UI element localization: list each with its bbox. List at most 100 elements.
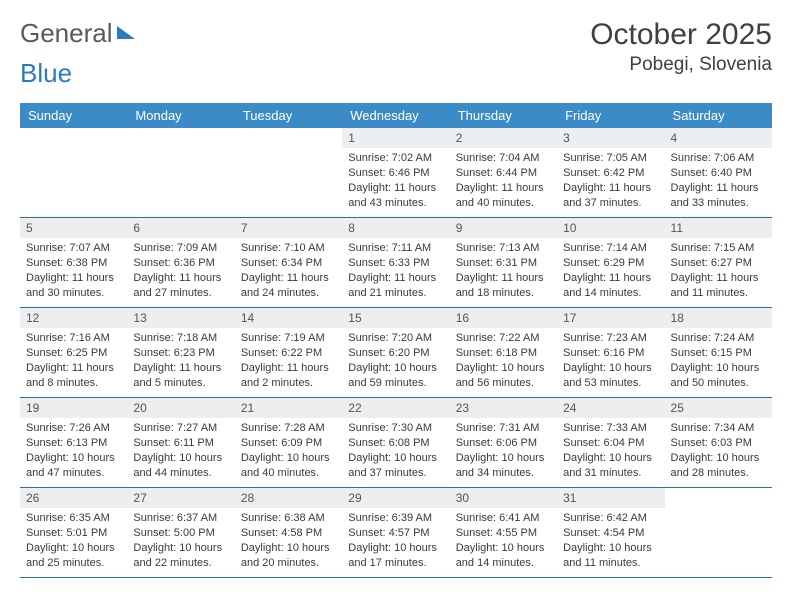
calendar-day-cell: 11Sunrise: 7:15 AMSunset: 6:27 PMDayligh… (665, 218, 772, 308)
day-day1: Daylight: 11 hours (456, 181, 551, 196)
weekday-header: Monday (127, 103, 234, 128)
calendar-day-cell: 23Sunrise: 7:31 AMSunset: 6:06 PMDayligh… (450, 398, 557, 488)
day-day1: Daylight: 11 hours (671, 271, 766, 286)
day-number: 11 (665, 218, 772, 238)
day-details: Sunrise: 7:34 AMSunset: 6:03 PMDaylight:… (665, 418, 772, 485)
calendar-table: Sunday Monday Tuesday Wednesday Thursday… (20, 103, 772, 578)
day-day2: and 28 minutes. (671, 466, 766, 481)
day-sunset: Sunset: 6:25 PM (26, 346, 121, 361)
day-sunrise: Sunrise: 6:38 AM (241, 511, 336, 526)
day-sunset: Sunset: 6:15 PM (671, 346, 766, 361)
calendar-day-cell: 24Sunrise: 7:33 AMSunset: 6:04 PMDayligh… (557, 398, 664, 488)
day-sunrise: Sunrise: 7:28 AM (241, 421, 336, 436)
day-details: Sunrise: 7:13 AMSunset: 6:31 PMDaylight:… (450, 238, 557, 305)
day-number: 25 (665, 398, 772, 418)
day-day2: and 18 minutes. (456, 286, 551, 301)
day-details: Sunrise: 7:07 AMSunset: 6:38 PMDaylight:… (20, 238, 127, 305)
day-day1: Daylight: 11 hours (348, 181, 443, 196)
day-details: Sunrise: 7:33 AMSunset: 6:04 PMDaylight:… (557, 418, 664, 485)
calendar-day-cell: 8Sunrise: 7:11 AMSunset: 6:33 PMDaylight… (342, 218, 449, 308)
logo-word1: General (20, 18, 113, 49)
day-sunset: Sunset: 6:46 PM (348, 166, 443, 181)
day-number: 24 (557, 398, 664, 418)
calendar-week-row: 26Sunrise: 6:35 AMSunset: 5:01 PMDayligh… (20, 488, 772, 578)
day-sunset: Sunset: 4:57 PM (348, 526, 443, 541)
day-sunrise: Sunrise: 7:30 AM (348, 421, 443, 436)
day-day2: and 37 minutes. (348, 466, 443, 481)
day-sunset: Sunset: 6:11 PM (133, 436, 228, 451)
day-day1: Daylight: 10 hours (241, 541, 336, 556)
day-number: 23 (450, 398, 557, 418)
day-day2: and 21 minutes. (348, 286, 443, 301)
day-day1: Daylight: 10 hours (563, 541, 658, 556)
day-day1: Daylight: 11 hours (348, 271, 443, 286)
day-day2: and 5 minutes. (133, 376, 228, 391)
calendar-day-cell: 27Sunrise: 6:37 AMSunset: 5:00 PMDayligh… (127, 488, 234, 578)
day-day2: and 8 minutes. (26, 376, 121, 391)
day-sunrise: Sunrise: 7:05 AM (563, 151, 658, 166)
day-sunrise: Sunrise: 7:09 AM (133, 241, 228, 256)
day-day2: and 37 minutes. (563, 196, 658, 211)
calendar-day-cell: 9Sunrise: 7:13 AMSunset: 6:31 PMDaylight… (450, 218, 557, 308)
day-sunrise: Sunrise: 6:37 AM (133, 511, 228, 526)
day-day2: and 14 minutes. (456, 556, 551, 571)
day-details: Sunrise: 7:18 AMSunset: 6:23 PMDaylight:… (127, 328, 234, 395)
day-number: 19 (20, 398, 127, 418)
day-day2: and 20 minutes. (241, 556, 336, 571)
calendar-day-cell: 17Sunrise: 7:23 AMSunset: 6:16 PMDayligh… (557, 308, 664, 398)
weekday-header: Wednesday (342, 103, 449, 128)
day-number: 7 (235, 218, 342, 238)
day-day2: and 33 minutes. (671, 196, 766, 211)
day-day1: Daylight: 11 hours (241, 271, 336, 286)
day-details: Sunrise: 7:28 AMSunset: 6:09 PMDaylight:… (235, 418, 342, 485)
calendar-week-row: 1Sunrise: 7:02 AMSunset: 6:46 PMDaylight… (20, 128, 772, 218)
day-day1: Daylight: 10 hours (671, 361, 766, 376)
calendar-day-cell: 1Sunrise: 7:02 AMSunset: 6:46 PMDaylight… (342, 128, 449, 218)
day-details: Sunrise: 7:11 AMSunset: 6:33 PMDaylight:… (342, 238, 449, 305)
day-day2: and 40 minutes. (241, 466, 336, 481)
calendar-day-cell: 20Sunrise: 7:27 AMSunset: 6:11 PMDayligh… (127, 398, 234, 488)
weekday-header-row: Sunday Monday Tuesday Wednesday Thursday… (20, 103, 772, 128)
day-sunset: Sunset: 5:01 PM (26, 526, 121, 541)
day-day1: Daylight: 10 hours (133, 541, 228, 556)
day-details: Sunrise: 7:04 AMSunset: 6:44 PMDaylight:… (450, 148, 557, 215)
calendar-week-row: 5Sunrise: 7:07 AMSunset: 6:38 PMDaylight… (20, 218, 772, 308)
calendar-day-cell (665, 488, 772, 578)
day-day1: Daylight: 10 hours (563, 361, 658, 376)
day-number: 12 (20, 308, 127, 328)
calendar-day-cell: 5Sunrise: 7:07 AMSunset: 6:38 PMDaylight… (20, 218, 127, 308)
day-details: Sunrise: 7:27 AMSunset: 6:11 PMDaylight:… (127, 418, 234, 485)
day-number: 27 (127, 488, 234, 508)
title-location: Pobegi, Slovenia (590, 54, 772, 76)
day-day2: and 59 minutes. (348, 376, 443, 391)
day-sunset: Sunset: 4:54 PM (563, 526, 658, 541)
day-number: 26 (20, 488, 127, 508)
day-details: Sunrise: 7:06 AMSunset: 6:40 PMDaylight:… (665, 148, 772, 215)
calendar-day-cell: 30Sunrise: 6:41 AMSunset: 4:55 PMDayligh… (450, 488, 557, 578)
day-day2: and 47 minutes. (26, 466, 121, 481)
day-number: 30 (450, 488, 557, 508)
weekday-header: Friday (557, 103, 664, 128)
day-day2: and 25 minutes. (26, 556, 121, 571)
day-details: Sunrise: 7:23 AMSunset: 6:16 PMDaylight:… (557, 328, 664, 395)
day-day1: Daylight: 11 hours (563, 181, 658, 196)
calendar-day-cell: 15Sunrise: 7:20 AMSunset: 6:20 PMDayligh… (342, 308, 449, 398)
weekday-header: Sunday (20, 103, 127, 128)
title-block: October 2025 Pobegi, Slovenia (590, 18, 772, 76)
day-details: Sunrise: 6:38 AMSunset: 4:58 PMDaylight:… (235, 508, 342, 575)
day-number: 18 (665, 308, 772, 328)
day-sunset: Sunset: 6:38 PM (26, 256, 121, 271)
day-details: Sunrise: 7:15 AMSunset: 6:27 PMDaylight:… (665, 238, 772, 305)
calendar-day-cell: 28Sunrise: 6:38 AMSunset: 4:58 PMDayligh… (235, 488, 342, 578)
day-day1: Daylight: 11 hours (456, 271, 551, 286)
day-sunset: Sunset: 6:22 PM (241, 346, 336, 361)
weekday-header: Saturday (665, 103, 772, 128)
logo: General (20, 18, 137, 49)
day-sunrise: Sunrise: 7:19 AM (241, 331, 336, 346)
day-details: Sunrise: 7:16 AMSunset: 6:25 PMDaylight:… (20, 328, 127, 395)
day-day1: Daylight: 10 hours (26, 451, 121, 466)
day-details: Sunrise: 6:41 AMSunset: 4:55 PMDaylight:… (450, 508, 557, 575)
day-sunrise: Sunrise: 7:18 AM (133, 331, 228, 346)
day-sunrise: Sunrise: 7:15 AM (671, 241, 766, 256)
calendar-day-cell: 13Sunrise: 7:18 AMSunset: 6:23 PMDayligh… (127, 308, 234, 398)
